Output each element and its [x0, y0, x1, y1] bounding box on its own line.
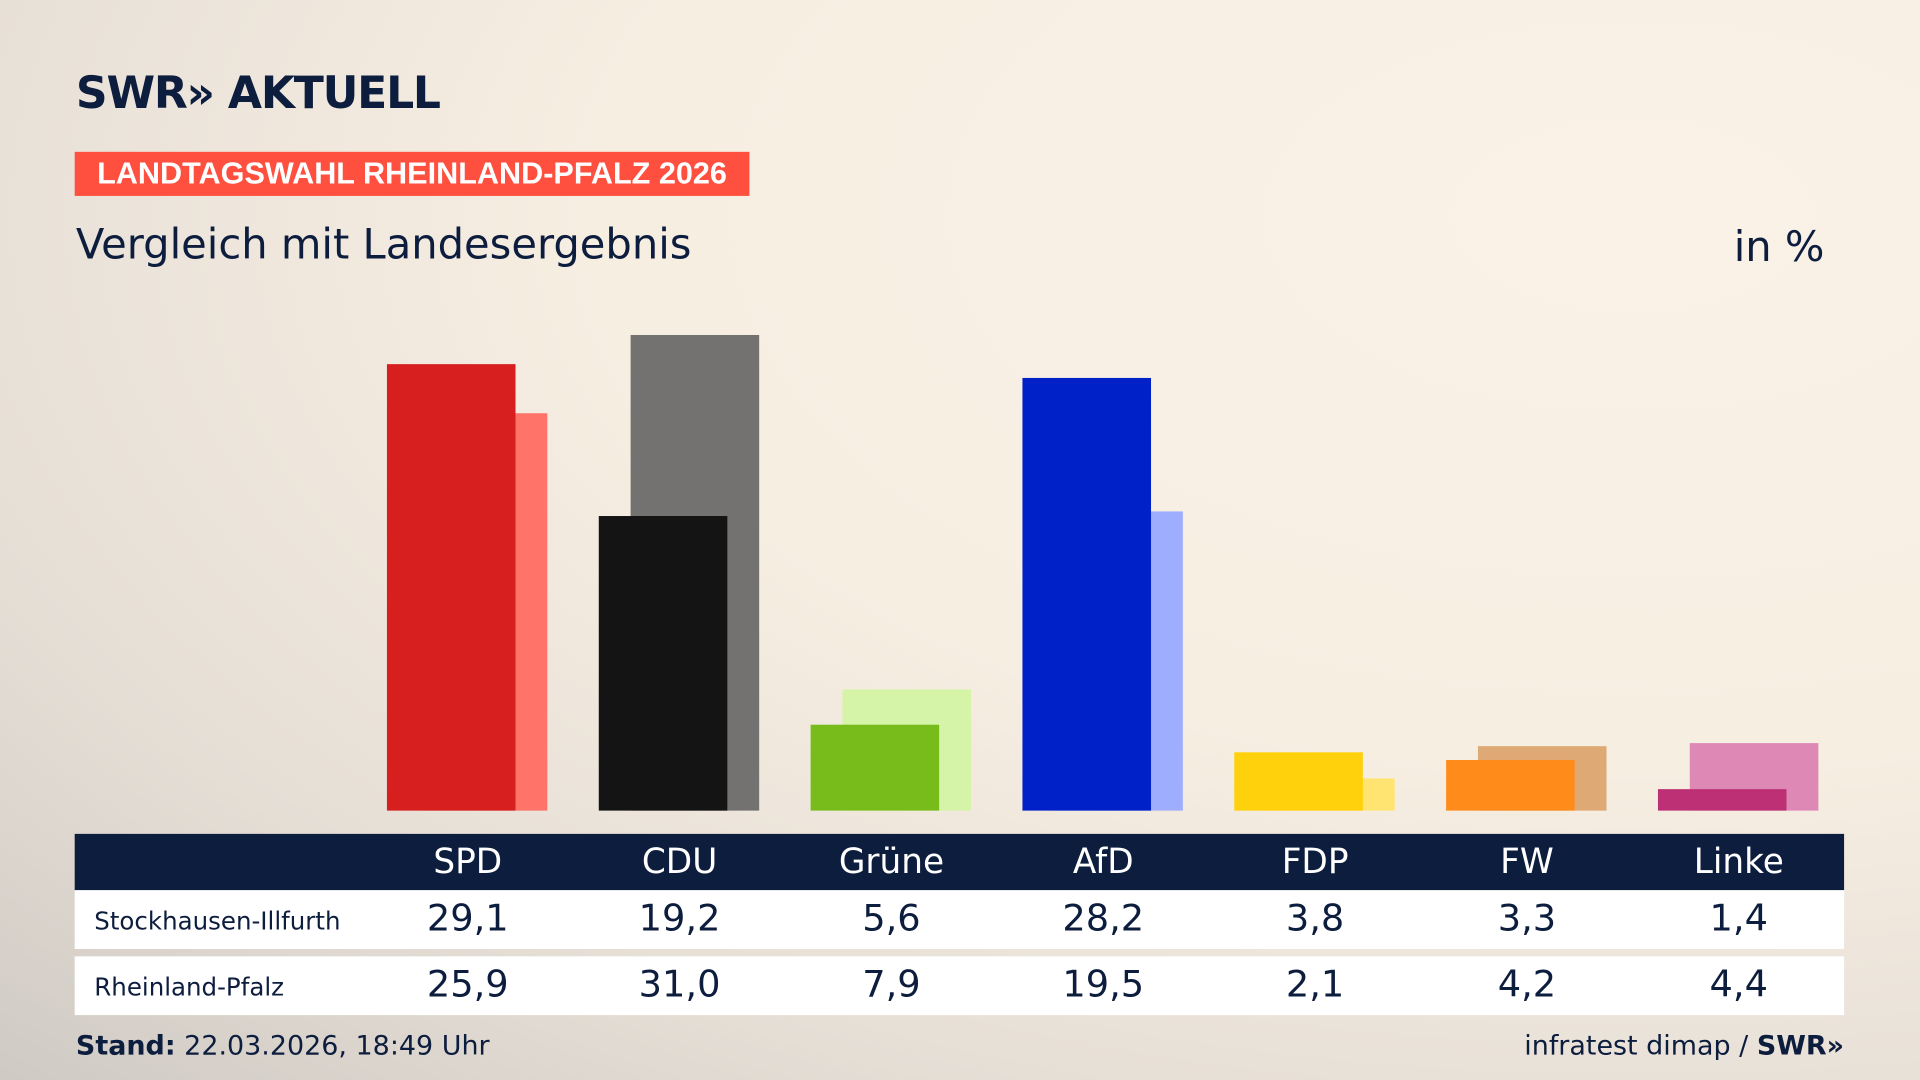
value-cell: 3,3 [1497, 897, 1557, 941]
value-cell: 4,4 [1709, 963, 1768, 1007]
value-cell: 31,0 [638, 963, 721, 1007]
party-header: FW [1500, 841, 1554, 882]
party-header: SPD [433, 841, 503, 882]
unit-label: in % [1733, 222, 1825, 272]
party-header: Grüne [838, 841, 945, 882]
results-table: SPD CDU Grüne AfD FDP FW Linke Stockhausen-Ill… [74, 833, 1845, 1016]
swr-logo: SWR» [1756, 1031, 1845, 1062]
party-header: Linke [1693, 841, 1784, 882]
source-text: infratest dimap / [1524, 1031, 1757, 1062]
value-cell: 3,8 [1285, 897, 1345, 941]
stand-value: 22.03.2026, 18:49 Uhr [175, 1031, 490, 1062]
party-header: AfD [1072, 841, 1134, 882]
value-cell: 4,2 [1497, 963, 1557, 1007]
table-row: Rheinland-Pfalz 25,9 31,0 7,9 19,5 2,1 4,2 4,4 [74, 956, 1845, 1016]
value-cell: 19,5 [1062, 963, 1145, 1007]
bar-afd-local [1022, 377, 1152, 811]
election-kicker: LANDTAGSWAHL RHEINLAND-PFALZ 2026 [74, 151, 750, 196]
bar-spd-local [386, 364, 516, 811]
value-cell: 5,6 [862, 897, 921, 941]
bar-fdp-local [1234, 752, 1363, 811]
swr-aktuell-logo: SWR» AKTUELL [75, 68, 441, 119]
value-cell: 7,9 [862, 963, 921, 1007]
bar-grüne-local [810, 724, 940, 811]
party-header: CDU [641, 841, 718, 882]
value-cell: 1,4 [1709, 897, 1768, 941]
bar-fw-local [1446, 759, 1575, 811]
table-header: SPD CDU Grüne AfD FDP FW Linke [74, 833, 1845, 891]
bar-linke-local [1657, 789, 1787, 811]
party-header: FDP [1281, 841, 1349, 882]
value-cell: 28,2 [1062, 897, 1145, 941]
value-cell: 19,2 [638, 897, 721, 941]
row-label: Rheinland-Pfalz [94, 972, 284, 1002]
row-label: Stockhausen-Illfurth [94, 906, 341, 936]
source: infratest dimap / SWR» [1524, 1031, 1844, 1062]
value-cell: 2,1 [1285, 963, 1345, 1007]
value-cell: 29,1 [426, 897, 509, 941]
chart-subtitle: Vergleich mit Landesergebnis [75, 220, 692, 270]
table-row: Stockhausen-Illfurth 29,1 19,2 5,6 28,2 3,8 3… [74, 890, 1845, 949]
stand-label: Stand: [75, 1031, 176, 1062]
timestamp: Stand: 22.03.2026, 18:49 Uhr [76, 1031, 490, 1062]
bar-cdu-local [598, 516, 728, 811]
value-cell: 25,9 [426, 963, 509, 1007]
